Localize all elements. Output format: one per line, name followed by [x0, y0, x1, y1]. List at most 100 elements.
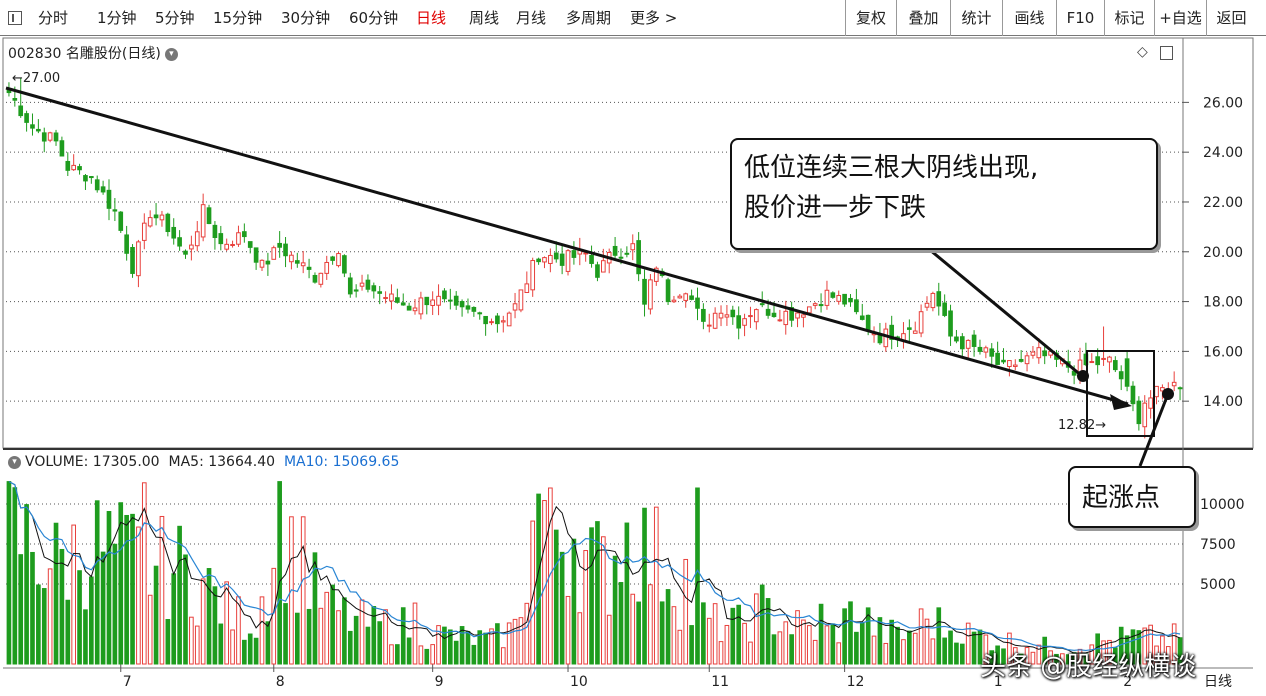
- candle-body: [300, 262, 306, 267]
- volume-bar: [942, 637, 947, 665]
- candle-body: [477, 312, 483, 315]
- toolbar-button-6[interactable]: +自选: [1154, 0, 1206, 36]
- candle-body: [236, 232, 241, 245]
- volume-bar: [618, 582, 624, 665]
- volume-bar: [318, 607, 324, 665]
- toolbar-button-2[interactable]: 统计: [950, 0, 1002, 36]
- volume-bar: [65, 599, 71, 665]
- period-tab-6[interactable]: 日线: [416, 9, 447, 27]
- volume-bar: [165, 619, 171, 665]
- volume-bar: [300, 516, 306, 665]
- toolbar-button-3[interactable]: 画线: [1002, 0, 1056, 36]
- volume-bar: [671, 606, 677, 665]
- volume-bar: [730, 607, 736, 665]
- candle-body: [653, 267, 659, 282]
- toolbar-button-0[interactable]: 复权: [845, 0, 896, 36]
- volume-bar: [447, 629, 453, 665]
- toolbar-button-5[interactable]: 标记: [1104, 0, 1154, 36]
- candle-body: [889, 324, 895, 340]
- volume-bar: [836, 642, 842, 665]
- candle-body: [430, 299, 435, 306]
- toolbar-button-1[interactable]: 叠加: [896, 0, 950, 36]
- candle-body: [459, 301, 465, 308]
- price-tick-label: 24.00: [1203, 145, 1243, 161]
- volume-bar: [1012, 647, 1018, 665]
- price-tick-label: 18.00: [1203, 295, 1243, 311]
- candle-body: [983, 347, 989, 353]
- volume-bar: [1048, 650, 1053, 665]
- candle-body: [754, 309, 759, 323]
- candle-body: [330, 256, 335, 261]
- candle-body: [1177, 387, 1183, 390]
- candle-body: [1112, 360, 1118, 371]
- period-tab-2[interactable]: 5分钟: [155, 9, 195, 27]
- stock-title: 002830 名雕股份(日线) ▾: [8, 43, 178, 63]
- candle-body: [359, 282, 365, 287]
- panel-toggle-icon[interactable]: [8, 11, 22, 25]
- month-tick-label: 2: [1123, 674, 1132, 690]
- settings-icon[interactable]: ▾: [8, 455, 21, 469]
- volume-bar: [518, 617, 524, 665]
- toolbar-button-4[interactable]: F10: [1056, 0, 1104, 36]
- period-tab-10[interactable]: 更多 >: [630, 9, 678, 27]
- period-tab-3[interactable]: 15分钟: [213, 9, 263, 27]
- volume-bar: [559, 551, 565, 665]
- candle-body: [65, 160, 71, 171]
- period-tab-8[interactable]: 月线: [516, 9, 547, 27]
- volume-bar: [453, 640, 459, 665]
- candle-body: [583, 252, 588, 255]
- candle-body: [36, 128, 41, 132]
- candle-body: [636, 240, 641, 275]
- callout-decline-line2: 股价进一步下跌: [744, 193, 927, 223]
- candle-body: [542, 257, 547, 263]
- dropdown-icon[interactable]: ▾: [164, 47, 178, 61]
- diamond-icon[interactable]: ◇: [1137, 44, 1148, 60]
- candle-body: [418, 297, 424, 315]
- volume-bar: [895, 626, 900, 665]
- candle-body: [18, 105, 24, 117]
- period-tab-5[interactable]: 60分钟: [349, 9, 399, 27]
- volume-bar: [483, 632, 488, 665]
- period-tab-4[interactable]: 30分钟: [281, 9, 331, 27]
- volume-bar: [306, 608, 312, 665]
- period-tab-0[interactable]: 分时: [38, 9, 69, 27]
- candle-body: [1101, 357, 1106, 360]
- volume-bar: [247, 633, 253, 665]
- volume-bar: [1136, 630, 1142, 665]
- volume-bar: [548, 487, 553, 665]
- candle-body: [1118, 371, 1124, 380]
- candle-body: [147, 217, 153, 227]
- toolbar-button-7[interactable]: 返回: [1206, 0, 1256, 36]
- volume-bar: [383, 609, 388, 665]
- volume-bar: [171, 573, 177, 665]
- candle-body: [277, 242, 282, 248]
- volume-bar: [353, 615, 359, 665]
- volume-bar: [1154, 645, 1159, 665]
- candle-body: [71, 164, 77, 171]
- candle-body: [53, 132, 59, 142]
- candle-body: [253, 247, 259, 263]
- period-tab-9[interactable]: 多周期: [566, 9, 612, 27]
- candle-body: [118, 211, 124, 231]
- period-tab-1[interactable]: 1分钟: [97, 9, 137, 27]
- layout-icon[interactable]: [1160, 46, 1173, 60]
- volume-bar: [1171, 623, 1177, 665]
- candle-body: [918, 311, 924, 334]
- price-tick-label: 14.00: [1203, 394, 1243, 410]
- volume-bar: [936, 607, 942, 665]
- candle-body: [765, 308, 771, 316]
- volume-bar: [1065, 654, 1071, 665]
- callout-rise-point: 起涨点: [1068, 466, 1196, 528]
- volume-bar: [789, 634, 794, 665]
- volume-bar: [736, 604, 742, 665]
- callout-dot-2: [1162, 388, 1174, 400]
- candle-body: [883, 328, 889, 348]
- candle-body: [630, 243, 636, 251]
- candle-body: [536, 258, 541, 263]
- trend-arrow-head: [1110, 394, 1132, 410]
- period-tab-7[interactable]: 周线: [469, 9, 500, 27]
- candle-body: [94, 179, 100, 191]
- candle-body: [730, 309, 736, 318]
- volume-bar: [542, 500, 547, 665]
- volume-value: VOLUME: 17305.00: [25, 454, 160, 470]
